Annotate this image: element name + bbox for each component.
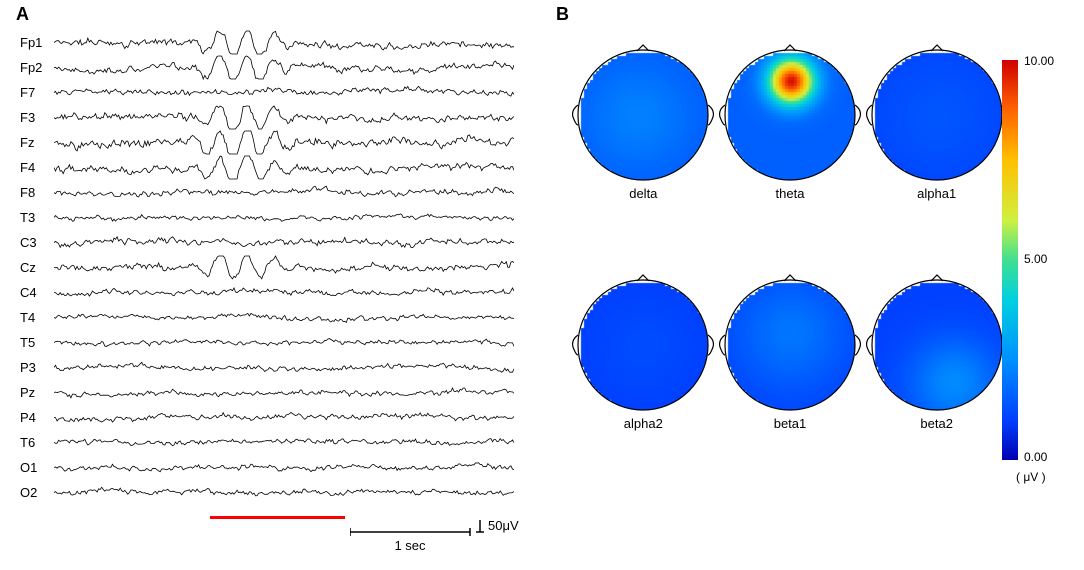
eeg-row-p4: P4 (20, 405, 530, 430)
topomap-grid: delta theta alpha1 alpha2 beta1 beta2 (570, 50, 1010, 510)
channel-label-fp2: Fp2 (20, 60, 54, 75)
channel-label-t3: T3 (20, 210, 54, 225)
channel-label-t5: T5 (20, 335, 54, 350)
channel-label-f8: F8 (20, 185, 54, 200)
theta-burst-underline (210, 516, 345, 519)
topomap-label-beta2: beta2 (920, 416, 953, 431)
topomap-delta: delta (570, 50, 717, 280)
eeg-trace-f8 (54, 180, 530, 205)
eeg-row-f8: F8 (20, 180, 530, 205)
eeg-row-f3: F3 (20, 105, 530, 130)
channel-label-p4: P4 (20, 410, 54, 425)
panel-b: delta theta alpha1 alpha2 beta1 beta2 10.00 5… (570, 30, 1070, 540)
eeg-row-f4: F4 (20, 155, 530, 180)
eeg-row-c3: C3 (20, 230, 530, 255)
topomap-label-theta: theta (776, 186, 805, 201)
eeg-row-fp1: Fp1 (20, 30, 530, 55)
colorbar-tick-min: 0.00 (1024, 450, 1047, 464)
eeg-row-fz: Fz (20, 130, 530, 155)
channel-label-f4: F4 (20, 160, 54, 175)
eeg-trace-pz (54, 380, 530, 405)
topomap-theta: theta (717, 50, 864, 280)
eeg-trace-fp1 (54, 30, 530, 55)
colorbar-tick-max: 10.00 (1024, 54, 1054, 68)
eeg-trace-p4 (54, 405, 530, 430)
panel-a: Fp1 Fp2 F7 F3 Fz F4 F8 T3 C3 Cz C4 T4 T5 P3 Pz P4 T6 O1 O2… (20, 30, 530, 540)
topomap-label-alpha1: alpha1 (917, 186, 956, 201)
eeg-row-t6: T6 (20, 430, 530, 455)
colorbar-tick-mid: 5.00 (1024, 252, 1047, 266)
channel-label-o2: O2 (20, 485, 54, 500)
eeg-trace-t3 (54, 205, 530, 230)
colorbar-gradient (1002, 60, 1018, 460)
channel-label-fp1: Fp1 (20, 35, 54, 50)
channel-label-cz: Cz (20, 260, 54, 275)
eeg-trace-t5 (54, 330, 530, 355)
channel-label-t4: T4 (20, 310, 54, 325)
eeg-trace-f4 (54, 155, 530, 180)
topomap-label-alpha2: alpha2 (624, 416, 663, 431)
topomap-label-delta: delta (629, 186, 657, 201)
eeg-row-f7: F7 (20, 80, 530, 105)
panel-a-label: A (16, 4, 29, 25)
eeg-trace-fz (54, 130, 530, 155)
svg-text:50μV: 50μV (488, 520, 519, 533)
channel-label-fz: Fz (20, 135, 54, 150)
eeg-row-t4: T4 (20, 305, 530, 330)
topomap-beta1: beta1 (717, 280, 864, 510)
eeg-row-pz: Pz (20, 380, 530, 405)
eeg-row-cz: Cz (20, 255, 530, 280)
eeg-row-c4: C4 (20, 280, 530, 305)
colorbar-unit: ( μV ) (1016, 470, 1046, 484)
eeg-trace-c4 (54, 280, 530, 305)
eeg-row-o1: O1 (20, 455, 530, 480)
channel-label-c4: C4 (20, 285, 54, 300)
scale-bar: 1 sec 50μV (350, 520, 530, 570)
channel-label-pz: Pz (20, 385, 54, 400)
figure-root: A B Fp1 Fp2 F7 F3 Fz F4 F8 T3 C3 Cz C4 T4 T5 P3 Pz P4 T6… (0, 0, 1084, 553)
topomap-alpha1: alpha1 (863, 50, 1010, 280)
topomap-beta2: beta2 (863, 280, 1010, 510)
channel-label-o1: O1 (20, 460, 54, 475)
eeg-trace-fp2 (54, 55, 530, 80)
eeg-trace-f7 (54, 80, 530, 105)
eeg-trace-o2 (54, 480, 530, 505)
topomap-label-beta1: beta1 (774, 416, 807, 431)
eeg-trace-c3 (54, 230, 530, 255)
eeg-row-t5: T5 (20, 330, 530, 355)
eeg-trace-f3 (54, 105, 530, 130)
eeg-row-o2: O2 (20, 480, 530, 505)
channel-label-t6: T6 (20, 435, 54, 450)
svg-text:1 sec: 1 sec (394, 538, 426, 553)
eeg-trace-stack: Fp1 Fp2 F7 F3 Fz F4 F8 T3 C3 Cz C4 T4 T5 P3 Pz P4 T6 O1 O2 (20, 30, 530, 505)
eeg-trace-cz (54, 255, 530, 280)
colorbar: 10.00 5.00 0.00 ( μV ) (1002, 60, 1062, 520)
channel-label-p3: P3 (20, 360, 54, 375)
eeg-trace-o1 (54, 455, 530, 480)
eeg-trace-t4 (54, 305, 530, 330)
eeg-row-t3: T3 (20, 205, 530, 230)
eeg-trace-p3 (54, 355, 530, 380)
channel-label-f7: F7 (20, 85, 54, 100)
eeg-row-fp2: Fp2 (20, 55, 530, 80)
channel-label-f3: F3 (20, 110, 54, 125)
channel-label-c3: C3 (20, 235, 54, 250)
eeg-trace-t6 (54, 430, 530, 455)
eeg-row-p3: P3 (20, 355, 530, 380)
panel-b-label: B (556, 4, 569, 25)
topomap-alpha2: alpha2 (570, 280, 717, 510)
